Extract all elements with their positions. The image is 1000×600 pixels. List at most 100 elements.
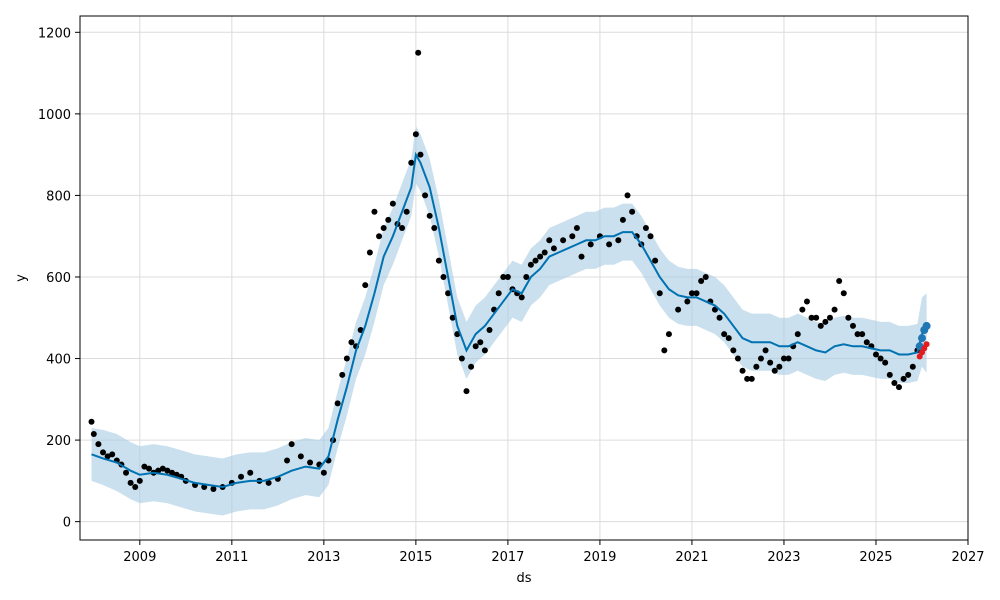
observed-point (845, 314, 852, 321)
observed-point (573, 225, 580, 232)
observed-point (780, 355, 787, 362)
observed-point (366, 249, 373, 256)
observed-point (348, 339, 355, 346)
observed-point (665, 331, 672, 338)
observed-point (486, 326, 493, 333)
observed-point (721, 331, 728, 338)
observed-point (389, 200, 396, 207)
observed-point (849, 322, 856, 329)
observed-point (900, 375, 907, 382)
observed-point (463, 388, 470, 395)
observed-point (661, 347, 668, 354)
x-tick-label: 2027 (951, 550, 984, 565)
observed-point (123, 469, 130, 476)
observed-point (675, 306, 682, 313)
x-tick-label: 2025 (859, 550, 892, 565)
observed-point (334, 400, 341, 407)
observed-point (550, 245, 557, 252)
observed-point (417, 151, 424, 158)
observed-point (136, 477, 143, 484)
observed-point (739, 367, 746, 374)
observed-point (247, 469, 254, 476)
observed-point (854, 331, 861, 338)
observed-point (771, 367, 778, 374)
observed-point (100, 449, 107, 456)
observed-point (95, 441, 102, 448)
y-axis-ticks: 0 200 400 600 800 1000 1200 (38, 26, 80, 531)
observed-point (803, 298, 810, 305)
observed-point (518, 294, 525, 301)
plot-frame (79, 15, 969, 541)
observed-point (693, 290, 700, 297)
observed-point (725, 335, 732, 342)
y-tick-label: 0 (63, 516, 71, 531)
x-tick-label: 2021 (675, 550, 708, 565)
observed-point (532, 257, 539, 264)
observed-point (656, 290, 663, 297)
observed-point (164, 467, 171, 474)
observed-point (808, 314, 815, 321)
future-actual-point (923, 341, 930, 348)
observed-point (422, 192, 429, 199)
x-axis-label: ds (516, 571, 531, 586)
observed-point (748, 375, 755, 382)
observed-point (767, 359, 774, 366)
observed-point (744, 375, 751, 382)
x-tick-label: 2015 (399, 550, 432, 565)
observed-point (762, 347, 769, 354)
observed-point (408, 159, 415, 166)
observed-point (265, 479, 272, 486)
y-tick-label: 800 (46, 189, 71, 204)
observed-point (730, 347, 737, 354)
observed-point (560, 237, 567, 244)
observed-point (385, 216, 392, 223)
observed-point (288, 441, 295, 448)
observed-point (702, 273, 709, 280)
future-points-layer (915, 321, 931, 360)
observed-point (652, 257, 659, 264)
observed-point (882, 359, 889, 366)
observed-point (109, 451, 116, 458)
observed-point (371, 208, 378, 215)
observed-point (339, 371, 346, 378)
observed-point (840, 290, 847, 297)
observed-point (776, 363, 783, 370)
observed-point (88, 418, 95, 425)
observed-point (495, 290, 502, 297)
x-tick-label: 2023 (767, 550, 800, 565)
y-tick-label: 200 (46, 434, 71, 449)
observed-point (872, 351, 879, 358)
observed-point (127, 479, 134, 486)
observed-point (481, 347, 488, 354)
x-tick-label: 2019 (583, 550, 616, 565)
observed-point (445, 290, 452, 297)
observed-point (435, 257, 442, 264)
future-forecast-point (922, 321, 931, 330)
observed-point (895, 384, 902, 391)
observed-point (343, 355, 350, 362)
observed-point (458, 355, 465, 362)
observed-point (799, 306, 806, 313)
observed-point (785, 355, 792, 362)
observed-point (307, 459, 314, 466)
observed-point (624, 192, 631, 199)
observed-point (831, 306, 838, 313)
observed-point (753, 363, 760, 370)
observed-point (141, 463, 148, 470)
observed-point (169, 469, 176, 476)
observed-point (159, 465, 166, 472)
x-tick-label: 2011 (215, 550, 248, 565)
observed-point (297, 453, 304, 460)
observed-point (688, 290, 695, 297)
observed-point (320, 469, 327, 476)
observed-point (403, 208, 410, 215)
observed-point (836, 278, 843, 285)
forecast-line (91, 151, 928, 489)
observed-point (546, 237, 553, 244)
observed-point (210, 486, 217, 493)
observed-point (757, 355, 764, 362)
observed-point (813, 314, 820, 321)
observed-point (415, 49, 422, 56)
observed-point (90, 430, 97, 437)
observed-point (909, 363, 916, 370)
